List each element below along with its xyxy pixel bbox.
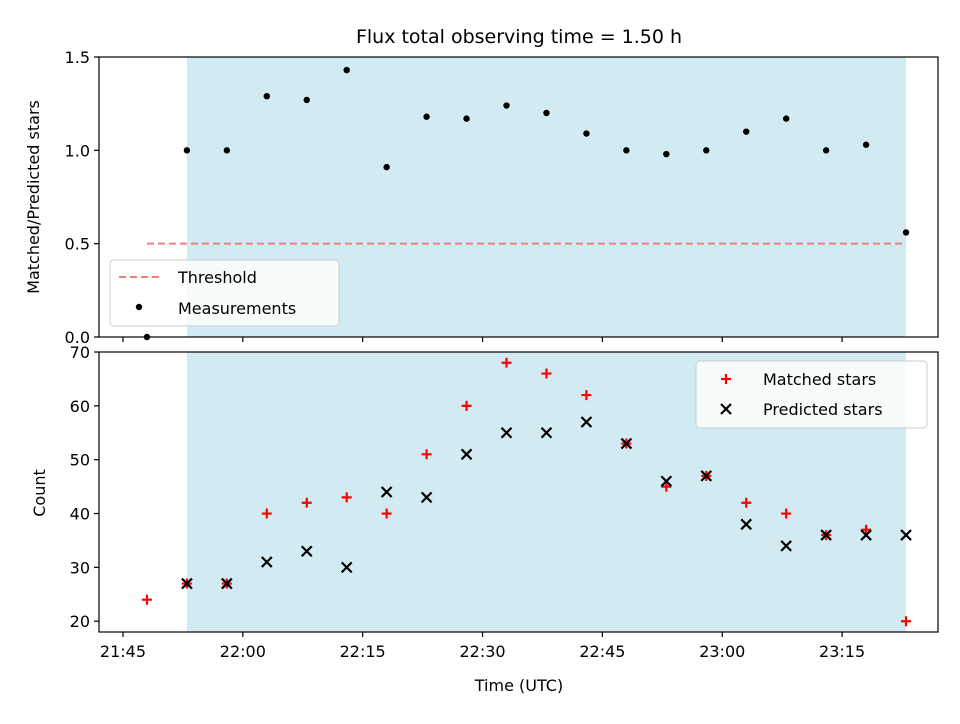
y-tick-label: 30	[70, 558, 90, 577]
y-tick-label: 60	[70, 397, 90, 416]
x-tick-label: 22:15	[340, 642, 386, 661]
predicted-star-point	[780, 540, 792, 552]
matched-star-point	[581, 390, 592, 401]
x-tick-label: 23:15	[819, 642, 865, 661]
x-tick-label: 22:45	[579, 642, 625, 661]
predicted-star-point	[540, 426, 553, 439]
x-tick-label: 23:00	[699, 642, 745, 661]
measurement-point	[183, 147, 191, 154]
measurement-point	[503, 102, 510, 109]
predicted-star-point	[580, 416, 593, 428]
x-tick-label: 21:45	[100, 642, 146, 661]
measurement-point	[343, 66, 350, 74]
predicted-star-point	[860, 529, 872, 541]
legend-threshold-label: Threshold	[177, 268, 257, 287]
predicted-star-point	[820, 529, 832, 541]
matched-star-point	[301, 497, 312, 508]
predicted-star-point	[460, 448, 473, 461]
matched-star-point	[901, 616, 912, 627]
matched-star-point	[861, 524, 872, 535]
measurement-point	[782, 115, 790, 122]
measurement-point	[703, 147, 710, 154]
legend-predicted-label: Predicted stars	[763, 400, 883, 419]
measurement-point	[902, 229, 910, 236]
legend-matched-swatch	[721, 374, 731, 384]
top-y-axis-label: Matched/Predicted stars	[24, 100, 43, 294]
matched-star-point	[341, 492, 352, 503]
y-tick-label: 70	[70, 343, 90, 362]
predicted-star-point	[700, 470, 713, 482]
predicted-star-point	[300, 545, 313, 558]
x-tick-label: 22:30	[459, 642, 505, 661]
matched-star-point	[781, 508, 792, 519]
matched-star-point	[661, 481, 672, 492]
matched-star-point	[261, 508, 272, 519]
measurement-point	[263, 93, 270, 100]
legend-measurements-label: Measurements	[178, 299, 296, 318]
measurement-point	[623, 147, 630, 154]
y-tick-label: 0.0	[65, 328, 90, 347]
bottom-legend-box	[695, 360, 928, 429]
measurement-point	[543, 109, 550, 117]
predicted-star-point	[900, 529, 912, 541]
predicted-star-point	[380, 486, 393, 498]
legend-predicted-swatch	[720, 403, 732, 415]
matched-star-point	[461, 400, 472, 411]
matched-star-point	[741, 497, 752, 508]
measurement-point	[383, 163, 390, 171]
x-axis-label: Time (UTC)	[474, 676, 563, 695]
bottom-panel: 21:45 22:00 22:15 22:30 22:45 23:00 23:15 20 30 4…	[70, 343, 939, 661]
predicted-star-point	[261, 556, 273, 568]
measurement-point	[303, 96, 310, 104]
axes-frame	[98, 351, 939, 633]
measurement-point	[743, 128, 750, 135]
matched-star-point	[141, 594, 152, 605]
y-tick-label: 1.5	[65, 48, 90, 67]
bottom-y-axis-label: Count	[30, 469, 49, 517]
y-tick-label: 20	[70, 612, 90, 631]
measurement-point	[822, 147, 830, 154]
top-panel: 0.0 0.5 1.0 1.5 Threshold Measurements	[65, 48, 939, 347]
measurement-point	[463, 115, 470, 122]
y-tick-label: 1.0	[65, 141, 90, 160]
legend-measurements-swatch	[135, 303, 143, 311]
y-tick-label: 40	[70, 505, 90, 524]
predicted-star-point	[620, 437, 633, 450]
legend-matched-label: Matched stars	[763, 370, 876, 389]
y-tick-label: 0.5	[65, 235, 90, 254]
chart-title: Flux total observing time = 1.50 h	[356, 26, 682, 48]
axes-frame	[98, 56, 939, 338]
predicted-star-point	[340, 561, 353, 574]
predicted-star-point	[660, 475, 673, 488]
predicted-star-point	[221, 577, 233, 590]
x-tick-label: 22:00	[220, 642, 266, 661]
measurement-point	[223, 147, 231, 154]
matched-star-point	[541, 368, 552, 379]
measurement-point	[423, 113, 430, 120]
y-tick-label: 50	[70, 451, 90, 470]
predicted-star-point	[740, 518, 753, 531]
predicted-star-point	[500, 426, 513, 439]
matched-star-point	[501, 357, 512, 368]
measurement-point	[862, 141, 870, 148]
measurement-point	[663, 150, 670, 158]
predicted-star-point	[420, 491, 433, 504]
matched-star-point	[381, 508, 392, 519]
top-legend-box	[109, 259, 340, 327]
measurement-point	[583, 130, 590, 137]
predicted-star-point	[181, 577, 193, 590]
matched-star-point	[421, 449, 432, 460]
